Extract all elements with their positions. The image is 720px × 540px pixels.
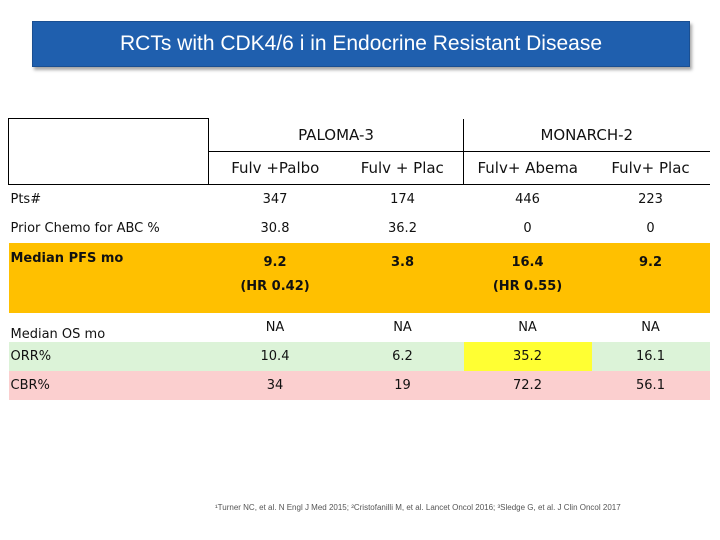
pfs-value: 9.2 xyxy=(638,254,663,270)
table-cell: 30.8 xyxy=(260,220,290,236)
table-cell: 34 xyxy=(208,370,342,400)
arm-header: Fulv+ Plac xyxy=(591,151,710,185)
references-footnote: ¹Turner NC, et al. N Engl J Med 2015; ²C… xyxy=(215,503,621,512)
row-label: CBR% xyxy=(8,370,209,400)
row-label: Median PFS mo xyxy=(8,242,209,313)
row-label: Median OS mo xyxy=(10,326,106,342)
table-cell: NA xyxy=(518,319,537,335)
row-label: ORR% xyxy=(8,341,209,371)
table-cell: NA xyxy=(265,319,285,335)
table-cell: 3.8 xyxy=(341,242,464,313)
pfs-value: 3.8 xyxy=(390,254,415,270)
table-cell: 0 xyxy=(523,220,532,236)
trials-table: PALOMA-3 MONARCH-2 Fulv +Palbo Fulv + Pl… xyxy=(8,118,710,400)
table-corner-cell xyxy=(8,118,209,185)
table-cell: 174 xyxy=(390,191,415,207)
row-label: Prior Chemo for ABC % xyxy=(10,220,160,236)
arm-header: Fulv+ Abema xyxy=(463,151,592,185)
table-cell: 347 xyxy=(262,191,288,207)
table-cell: 223 xyxy=(638,191,663,207)
table-cell: 36.2 xyxy=(388,220,417,236)
table-cell: 16.4 (HR 0.55) xyxy=(463,242,592,313)
arm-header: Fulv +Palbo xyxy=(208,151,342,185)
arm-header: Fulv + Plac xyxy=(341,151,464,185)
slide-title: RCTs with CDK4/6 i in Endocrine Resistan… xyxy=(32,21,690,67)
table-cell: 9.2 (HR 0.42) xyxy=(208,242,342,313)
row-label: Pts# xyxy=(10,191,42,207)
table-cell: 446 xyxy=(515,191,540,207)
table-cell: 56.1 xyxy=(591,370,710,400)
study-header-paloma: PALOMA-3 xyxy=(208,118,464,152)
table-cell: 10.4 xyxy=(208,341,342,371)
table-cell: 19 xyxy=(341,370,464,400)
hazard-ratio: (HR 0.42) xyxy=(240,278,310,294)
table-cell: NA xyxy=(393,319,412,335)
pfs-value: 9.2 xyxy=(263,254,287,270)
table-cell-highlighted: 35.2 xyxy=(463,341,592,371)
pfs-value: 16.4 xyxy=(511,254,544,270)
table-row-median-pfs: Median PFS mo 9.2 (HR 0.42) 3.8 16.4 (HR 0… xyxy=(8,242,710,313)
table-row-prior-chemo: Prior Chemo for ABC % 30.8 36.2 0 0 xyxy=(9,214,710,243)
table-row-orr: ORR% 10.4 6.2 35.2 16.1 xyxy=(8,341,710,371)
table-cell: 6.2 xyxy=(341,341,464,371)
table-row-pts: Pts# 347 174 446 223 xyxy=(9,184,710,214)
study-header-row: PALOMA-3 MONARCH-2 xyxy=(8,118,710,185)
table-row-median-os: Median OS mo NA NA NA NA xyxy=(9,313,710,342)
table-row-cbr: CBR% 34 19 72.2 56.1 xyxy=(8,370,710,400)
study-header-monarch: MONARCH-2 xyxy=(463,118,710,152)
table-cell: 72.2 xyxy=(463,370,592,400)
table-cell: 9.2 xyxy=(591,242,710,313)
hazard-ratio: (HR 0.55) xyxy=(492,278,563,294)
table-cell: 16.1 xyxy=(591,341,710,371)
table-cell: 0 xyxy=(646,220,655,236)
table-cell: NA xyxy=(641,319,660,335)
arm-header-row: Fulv +Palbo Fulv + Plac Fulv+ Abema Fulv… xyxy=(9,151,710,185)
